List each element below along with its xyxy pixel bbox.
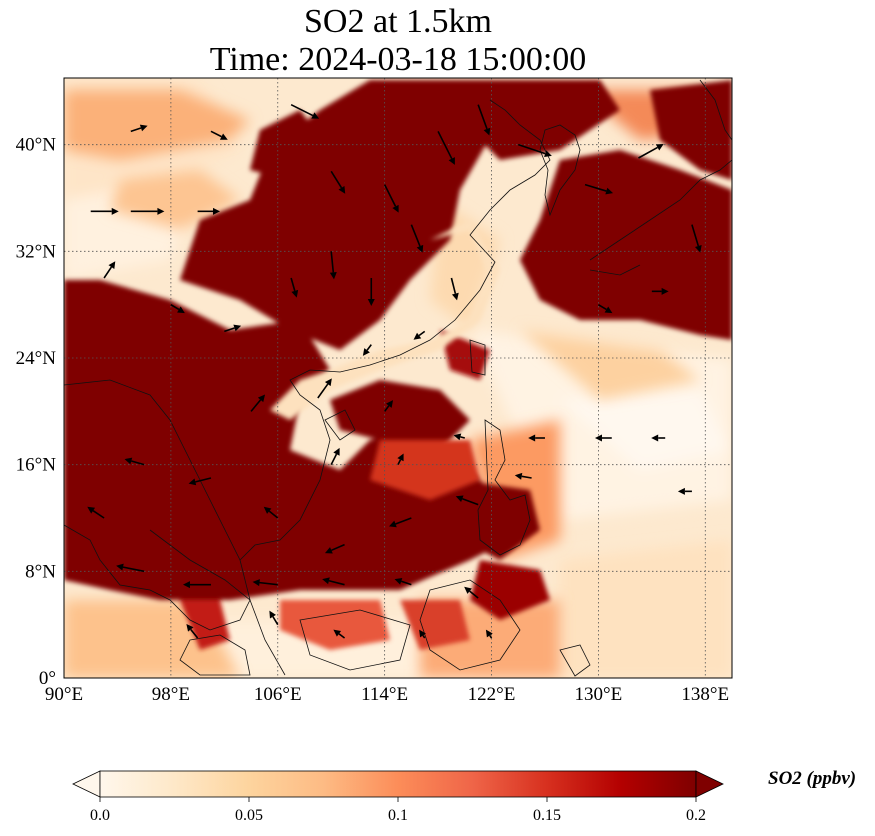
wind-arrow <box>528 434 545 442</box>
lon-tick-label: 98°E <box>152 684 190 705</box>
wind-arrow <box>651 434 666 442</box>
map-frame <box>63 77 733 679</box>
colorbar-tick-label: 0.2 <box>686 807 706 824</box>
wind-arrow <box>252 579 278 587</box>
colorbar-tick-label: 0.1 <box>388 807 408 824</box>
lat-tick-label: 8°N <box>25 561 56 582</box>
latitude-tick-labels: 0° 8°N 16°N 24°N 32°N 40°N <box>16 135 57 689</box>
wind-arrow <box>691 224 702 253</box>
lon-tick-label: 106°E <box>254 684 302 705</box>
wind-arrow <box>455 495 479 506</box>
wind-arrow <box>333 629 346 639</box>
wind-arrow <box>410 224 424 253</box>
lon-tick-label: 138°E <box>681 684 729 705</box>
lat-tick-label: 16°N <box>16 455 57 476</box>
wind-arrow <box>290 103 320 119</box>
wind-arrow <box>87 506 105 519</box>
wind-arrow <box>329 251 337 280</box>
wind-arrow <box>397 453 404 466</box>
so2-concentration-field <box>64 78 732 678</box>
wind-arrow <box>651 287 669 295</box>
map-title-line2: Time: 2024-03-18 15:00:00 <box>209 41 587 78</box>
longitude-tick-labels: 90°E 98°E 106°E 114°E 122°E 130°E 138°E <box>45 684 729 705</box>
coastlines <box>64 79 732 677</box>
lon-tick-label: 130°E <box>575 684 623 705</box>
lon-tick-label: 122°E <box>468 684 516 705</box>
wind-arrow <box>250 394 266 412</box>
lon-tick-label: 90°E <box>45 684 83 705</box>
wind-arrow <box>437 130 455 165</box>
wind-arrow <box>394 577 412 586</box>
wind-arrow <box>317 378 332 399</box>
wind-arrow <box>584 183 614 195</box>
lat-tick-label: 40°N <box>16 135 57 156</box>
wind-arrow <box>383 184 399 213</box>
wind-arrow <box>514 472 532 480</box>
wind-arrow <box>477 104 491 136</box>
wind-arrow <box>182 581 211 589</box>
wind-arrow <box>677 487 692 495</box>
moderate-concentration-zones <box>280 440 480 650</box>
wind-arrow <box>362 344 372 356</box>
wind-vectors <box>87 103 702 639</box>
lat-tick-label: 32°N <box>16 241 57 262</box>
wind-arrow <box>464 586 479 599</box>
wind-arrow <box>188 477 212 486</box>
lat-tick-label: 0° <box>39 668 56 689</box>
wind-arrow <box>330 170 346 194</box>
colorbar: 0.0 0.05 0.1 0.15 0.2 <box>72 770 724 824</box>
colorbar-tick-label: 0.15 <box>533 807 561 824</box>
colorbar-extend-high <box>695 770 724 798</box>
wind-arrow <box>116 563 145 573</box>
wind-arrow <box>124 457 145 466</box>
wind-arrow <box>388 517 412 528</box>
wind-arrow <box>597 303 613 314</box>
wind-arrow <box>186 624 199 639</box>
colorbar-tick-label: 0.0 <box>90 807 110 824</box>
wind-arrow <box>453 433 465 441</box>
wind-arrow <box>324 543 345 554</box>
wind-arrow <box>384 400 394 412</box>
colorbar-tick-labels: 0.0 0.05 0.1 0.15 0.2 <box>90 797 706 824</box>
wind-arrow <box>517 143 552 157</box>
wind-arrow <box>330 447 340 466</box>
lat-tick-label: 24°N <box>16 348 57 369</box>
wind-arrow <box>594 434 612 442</box>
gridlines <box>64 78 732 678</box>
wind-arrow <box>130 124 148 133</box>
wind-arrow <box>197 207 220 215</box>
high-concentration-plumes <box>64 80 732 650</box>
clean-air-corridor <box>270 220 500 420</box>
colorbar-tick-label: 0.05 <box>235 807 263 824</box>
wind-arrow <box>269 610 279 626</box>
wind-arrow <box>419 629 426 639</box>
wind-arrow <box>210 130 228 140</box>
colorbar-gradient <box>99 770 697 798</box>
wind-arrow <box>367 278 375 306</box>
wind-arrow <box>90 207 119 215</box>
wind-arrow <box>322 577 345 586</box>
wind-arrow <box>413 330 426 340</box>
wind-arrow <box>485 629 493 639</box>
wind-arrow <box>130 207 165 215</box>
wind-arrow <box>638 144 664 159</box>
wind-arrow <box>103 261 116 279</box>
colorbar-label: SO2 (ppbv) <box>768 768 857 789</box>
colorbar-extend-low <box>72 770 101 798</box>
map-title-line1: SO2 at 1.5km <box>304 3 492 40</box>
wind-arrow <box>450 277 459 301</box>
wind-arrow <box>263 506 279 519</box>
wind-arrow <box>290 277 299 298</box>
lon-tick-label: 114°E <box>361 684 408 705</box>
wind-arrow <box>224 324 242 333</box>
wind-arrow <box>170 303 185 314</box>
